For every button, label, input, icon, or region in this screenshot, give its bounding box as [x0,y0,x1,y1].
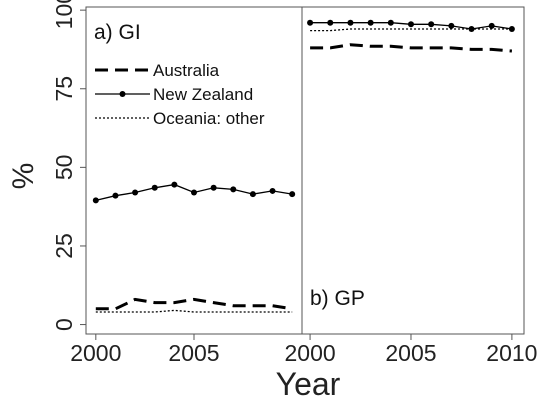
data-point [171,181,178,188]
data-point [112,192,119,199]
data-point [327,19,334,26]
legend-label: Oceania: other [153,109,265,128]
panel-frame-0 [85,6,303,335]
y-tick-label: 100 [51,0,77,29]
data-point [230,186,237,193]
series-line-oceania-other [310,28,512,32]
series-line-australia [95,297,293,311]
data-point [249,191,256,198]
data-point [347,19,354,26]
y-tick-label: 25 [51,233,77,259]
data-point [428,21,435,28]
x-axis-title: Year [276,366,341,402]
y-tick-label: 50 [51,155,77,181]
legend-label: Australia [153,61,220,80]
x-tick-label: 2000 [70,340,121,366]
y-axis-title: % [7,163,40,190]
legend-label: New Zealand [153,85,253,104]
data-point [488,22,495,29]
data-point [92,197,99,204]
x-tick-label: 2000 [284,340,335,366]
panel-label: b) GP [310,287,365,310]
y-tick-label: 0 [51,318,77,331]
data-point [448,22,455,29]
panel-frame-1 [301,6,525,335]
data-point [367,19,374,26]
x-tick-label: 2005 [385,340,436,366]
data-point [269,187,276,194]
data-point [387,19,394,26]
data-point [210,184,217,191]
series-line-australia [310,43,513,53]
series-line-oceania-other [95,309,293,313]
x-tick-label: 2005 [168,340,219,366]
x-tick-label: 2010 [486,340,537,366]
data-point [151,184,158,191]
data-point [191,189,197,196]
data-point [289,191,296,198]
data-point [407,21,414,28]
data-point [307,19,314,26]
legend-point [119,91,126,97]
panel-label: a) GI [94,21,141,44]
y-tick-label: 75 [51,76,77,102]
data-point [132,189,139,196]
